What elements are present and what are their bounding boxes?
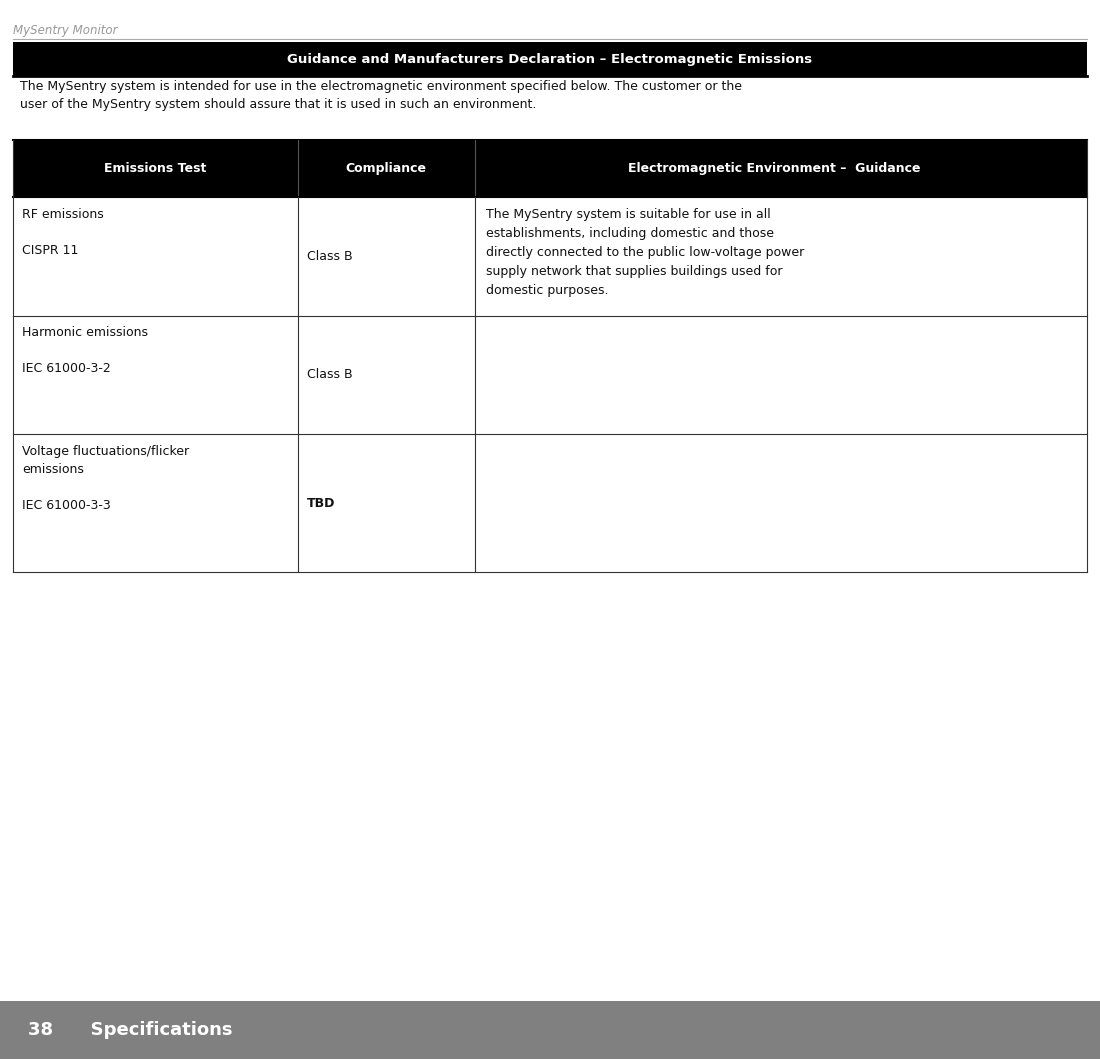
- Text: Voltage fluctuations/flicker
emissions

IEC 61000-3-3: Voltage fluctuations/flicker emissions I…: [22, 445, 189, 511]
- Text: Class B: Class B: [307, 250, 352, 263]
- Text: Guidance and Manufacturers Declaration – Electromagnetic Emissions: Guidance and Manufacturers Declaration –…: [287, 53, 813, 66]
- Bar: [0, 1001, 1100, 1059]
- Text: Harmonic emissions

IEC 61000-3-2: Harmonic emissions IEC 61000-3-2: [22, 326, 148, 375]
- Text: TBD: TBD: [307, 497, 334, 509]
- Text: The MySentry system is intended for use in the electromagnetic environment speci: The MySentry system is intended for use …: [20, 80, 741, 111]
- Bar: [13, 42, 1087, 76]
- Text: Class B: Class B: [307, 369, 352, 381]
- Text: Electromagnetic Environment –  Guidance: Electromagnetic Environment – Guidance: [628, 162, 921, 175]
- Text: MySentry Monitor: MySentry Monitor: [13, 24, 118, 37]
- Bar: [13, 140, 1087, 197]
- Text: Emissions Test: Emissions Test: [104, 162, 207, 175]
- Text: Compliance: Compliance: [345, 162, 427, 175]
- Text: RF emissions

CISPR 11: RF emissions CISPR 11: [22, 208, 103, 256]
- Text: 38      Specifications: 38 Specifications: [28, 1021, 232, 1039]
- Text: The MySentry system is suitable for use in all
establishments, including domesti: The MySentry system is suitable for use …: [486, 208, 804, 297]
